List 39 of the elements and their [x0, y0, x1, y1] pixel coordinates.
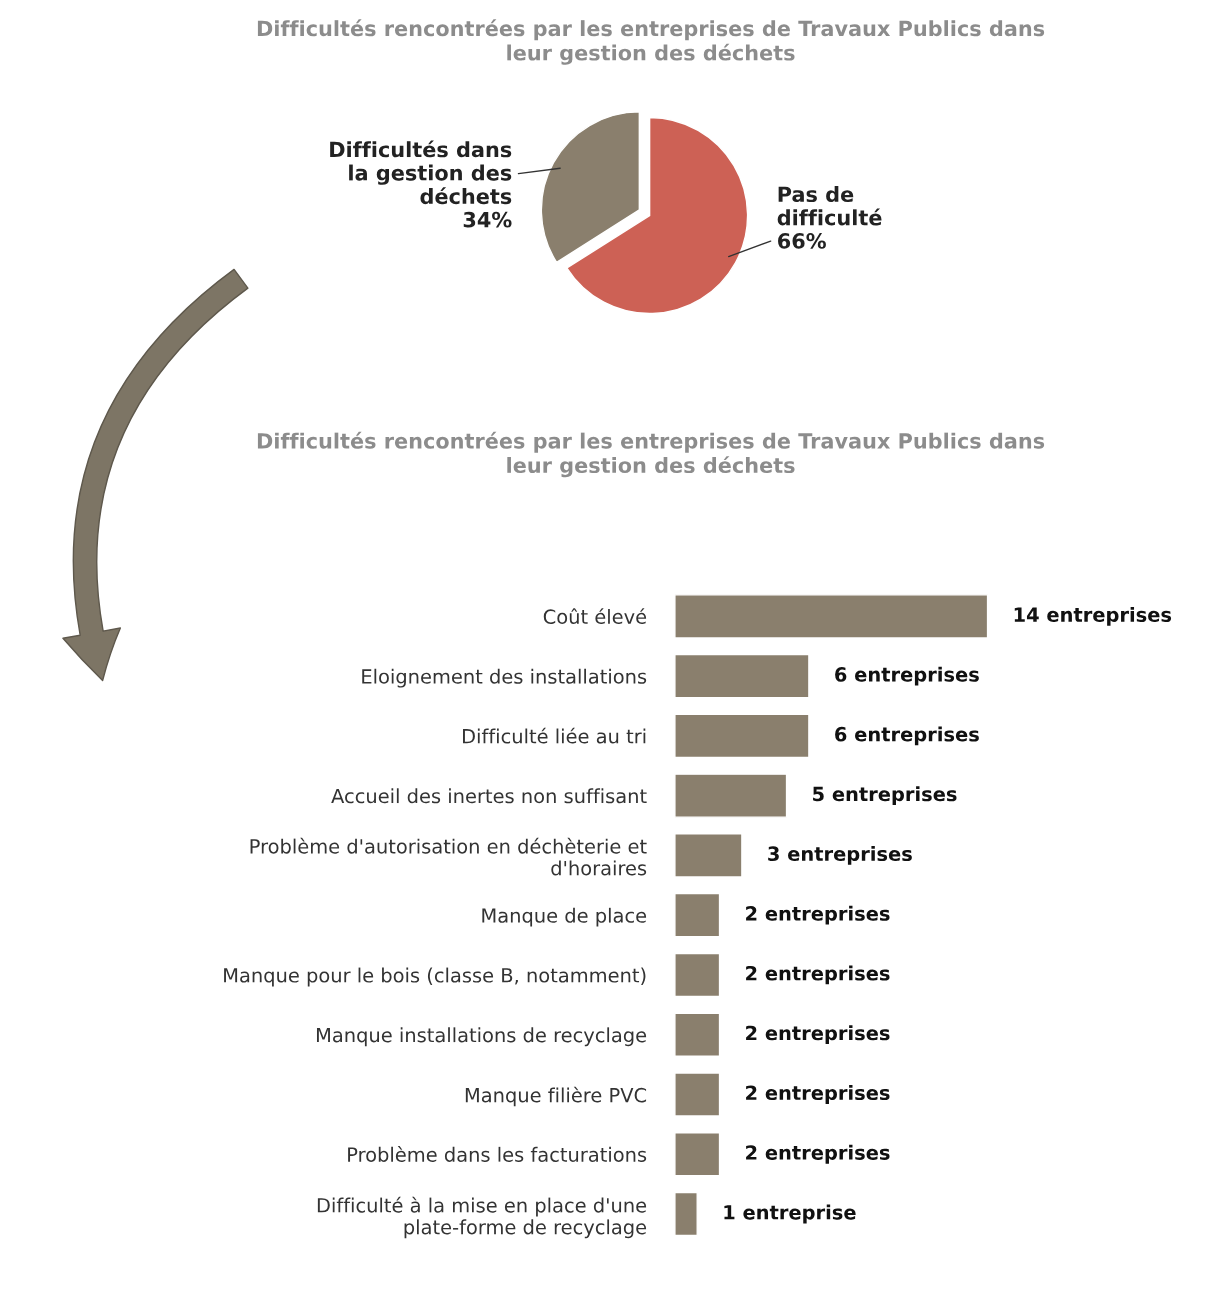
bar: [674, 653, 810, 699]
slice-label: Pas de difficulté: [777, 186, 882, 226]
y-tick-label: Coût élevé: [543, 608, 647, 625]
data-label: 2 entreprises: [746, 905, 890, 925]
data-label: 2 entreprises: [746, 1144, 890, 1164]
data-label: 34%: [463, 211, 512, 228]
data-label: 66%: [778, 233, 826, 249]
bar: [674, 1012, 721, 1057]
y-tick-label: Manque de place: [482, 907, 647, 927]
y-tick-label: Manque pour le bois (classe B, notamment): [224, 967, 646, 987]
data-label: 2 entreprises: [746, 965, 890, 985]
data-label: 6 entreprises: [835, 666, 979, 686]
data-label: 14 entreprises: [1014, 606, 1172, 626]
bar: [674, 713, 810, 759]
bar: [674, 952, 721, 998]
data-label: 6 entreprises: [835, 726, 979, 746]
bar: [674, 1191, 698, 1237]
y-tick-label: Difficulté liée au tri: [463, 727, 646, 744]
chart-title: Difficultés rencontrées par les entreprises de Travaux Publics dans leur gestion des déchets: [257, 431, 1045, 478]
bar: [674, 1132, 721, 1177]
bar: [674, 594, 989, 639]
y-tick-label: Manque installations de recyclage: [316, 1027, 647, 1047]
data-label: 3 entreprises: [768, 846, 912, 865]
y-tick-label: Difficulté à la mise en place d'une plate-forme de recyclage: [317, 1196, 647, 1239]
bar: [674, 833, 743, 878]
y-tick-label: Eloignement des installations: [362, 668, 647, 688]
y-tick-label: Problème dans les facturations: [348, 1146, 647, 1162]
data-label: 5 entreprises: [813, 786, 957, 806]
data-label: 2 entreprises: [746, 1025, 890, 1045]
y-tick-label: Accueil des inertes non suffisant: [331, 788, 647, 804]
bar: [674, 773, 788, 818]
data-label: 2 entreprises: [746, 1085, 890, 1104]
bar: [674, 892, 721, 938]
data-label: 1 entreprise: [724, 1204, 856, 1224]
y-tick-label: Problème d'autorisation en déchèterie et d'horaires: [250, 837, 647, 876]
slice-label: Difficultés dans la gestion des déchets: [330, 140, 512, 205]
bar: [674, 1072, 721, 1117]
chart-title: Difficultés rencontrées par les entreprises de Travaux Publics dans leur gestion des déchets: [257, 19, 1045, 65]
y-tick-label: Manque filière PVC: [465, 1086, 647, 1107]
